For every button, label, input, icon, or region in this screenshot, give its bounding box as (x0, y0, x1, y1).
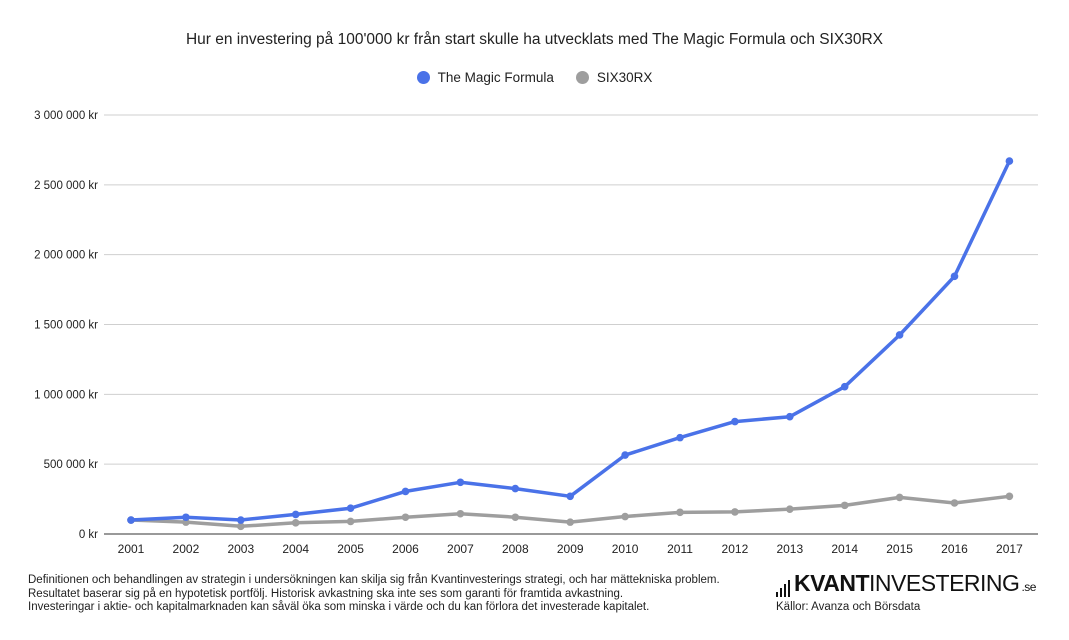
x-tick-label: 2003 (227, 542, 254, 556)
y-tick-label: 2 000 000 kr (34, 250, 98, 262)
data-point-six30rx (621, 512, 629, 521)
x-tick-label: 2017 (996, 542, 1023, 556)
data-point-magic-formula (401, 487, 410, 496)
data-point-magic-formula (346, 504, 355, 512)
x-tick-label: 2008 (502, 542, 529, 556)
data-point-six30rx (731, 508, 739, 516)
data-point-six30rx (346, 517, 355, 526)
x-tick-label: 2010 (612, 542, 639, 556)
x-tick-label: 2015 (886, 542, 913, 556)
x-tick-label: 2007 (447, 542, 474, 556)
brand-tld: .se (1021, 580, 1036, 594)
disclaimer-line: Investeringar i aktie- och kapitalmarkna… (28, 601, 650, 613)
brand-block: KVANT INVESTERING .se Källor: Avanza och… (776, 570, 1046, 613)
legend: The Magic Formula SIX30RX (0, 70, 1069, 85)
y-tick-label: 2 500 000 kr (34, 180, 98, 192)
legend-marker-magic-formula (416, 71, 430, 84)
data-point-magic-formula (895, 331, 904, 339)
data-point-magic-formula (511, 484, 520, 493)
bar-chart-icon (776, 575, 790, 597)
data-point-six30rx (786, 505, 794, 513)
data-point-magic-formula (676, 433, 684, 442)
legend-marker-six30rx (575, 71, 589, 84)
data-point-six30rx (456, 509, 465, 518)
data-point-magic-formula (950, 272, 959, 281)
data-point-magic-formula (182, 513, 190, 522)
data-point-magic-formula (127, 516, 135, 524)
data-point-magic-formula (566, 492, 574, 501)
data-point-six30rx (676, 508, 684, 517)
disclaimer-line: Definitionen och behandlingen av strateg… (28, 574, 720, 586)
legend-label-magic-formula: The Magic Formula (437, 70, 554, 85)
brand-name-bold: KVANT (794, 570, 870, 596)
x-tick-label: 2016 (941, 542, 968, 556)
data-point-magic-formula (731, 417, 739, 426)
data-point-six30rx (950, 499, 959, 507)
y-tick-label: 0 kr (79, 529, 98, 541)
x-tick-label: 2013 (776, 542, 803, 556)
data-point-six30rx (840, 501, 849, 510)
data-point-magic-formula (456, 478, 465, 487)
x-tick-label: 2001 (118, 542, 145, 556)
data-point-six30rx (566, 518, 574, 526)
data-point-magic-formula (237, 516, 245, 524)
series-line-magic-formula (129, 159, 1012, 522)
disclaimer-line: Resultatet baserar sig på en hypotetisk … (28, 587, 624, 600)
sources-note: Källor: Avanza och Börsdata (776, 601, 921, 613)
data-point-six30rx (895, 493, 904, 502)
data-point-six30rx (511, 513, 520, 522)
x-tick-label: 2005 (337, 542, 364, 556)
x-tick-label: 2002 (173, 542, 200, 556)
x-tick-label: 2014 (831, 542, 858, 556)
data-point-magic-formula (786, 412, 794, 421)
y-tick-label: 1 500 000 kr (34, 320, 98, 332)
data-point-six30rx (237, 522, 245, 531)
data-point-magic-formula (1005, 157, 1014, 165)
data-point-magic-formula (291, 510, 300, 519)
brand-name-light: INVESTERING (869, 570, 1020, 596)
x-tick-label: 2009 (557, 542, 584, 556)
line-chart: 0 kr 500 000 kr 1 000 000 kr 1 500 000 kr 2 … (34, 110, 1038, 556)
data-point-magic-formula (621, 451, 629, 459)
data-point-six30rx (291, 519, 300, 527)
x-tick-label: 2012 (722, 542, 749, 556)
x-tick-label: 2004 (282, 542, 309, 556)
data-point-six30rx (1005, 492, 1014, 501)
data-point-magic-formula (840, 382, 849, 391)
disclaimer: Definitionen och behandlingen av strateg… (28, 574, 720, 615)
legend-item-six30rx[interactable]: SIX30RX (575, 70, 653, 85)
y-tick-label: 500 000 kr (44, 459, 99, 471)
x-tick-label: 2011 (667, 542, 693, 556)
chart-title: Hur en investering på 100'000 kr från st… (185, 31, 884, 48)
data-point-six30rx (401, 513, 410, 522)
x-tick-label: 2006 (392, 542, 419, 556)
kvantinvestering-logo: KVANT INVESTERING .se (776, 570, 1046, 597)
legend-item-magic-formula[interactable]: The Magic Formula (416, 70, 554, 85)
legend-label-six30rx: SIX30RX (596, 70, 653, 85)
y-tick-label: 1 000 000 kr (34, 389, 98, 401)
y-tick-label: 3 000 000 kr (34, 110, 98, 122)
